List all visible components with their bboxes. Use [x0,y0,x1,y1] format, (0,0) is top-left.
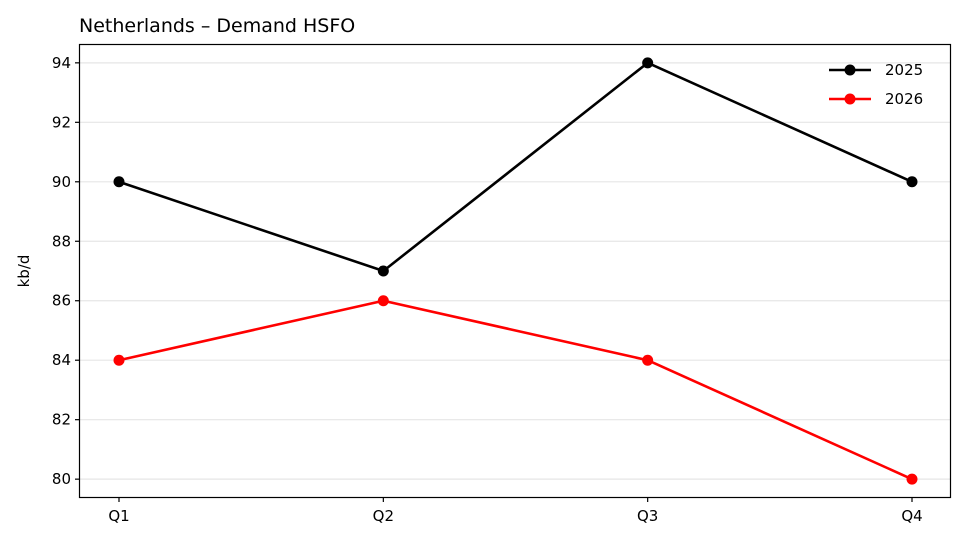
y-tick-label: 80 [52,470,71,488]
series-line-2025 [118,61,913,273]
y-tick-label: 82 [52,411,71,429]
y-tick-label: 90 [52,173,71,191]
x-tick-label: Q4 [901,507,922,525]
data-point-2026 [377,295,389,307]
data-point-2025 [642,57,654,69]
data-point-2026 [642,354,654,366]
legend-marker-2026 [844,93,856,105]
y-tick-label: 84 [52,351,71,369]
x-axis-ticks: Q1 Q2 Q3 Q4 [108,497,923,525]
y-tick-label: 86 [52,292,71,310]
legend-marker-2025 [844,64,856,76]
data-point-2025 [113,176,125,188]
grid-lines [80,62,950,480]
legend: 2025 2026 [829,61,923,108]
chart-title: Netherlands – Demand HSFO [79,15,355,37]
y-tick-label: 94 [52,54,71,72]
x-tick-label: Q2 [373,507,394,525]
y-tick-label: 92 [52,113,71,131]
x-tick-label: Q1 [108,507,129,525]
y-axis-label: kb/d [15,255,33,288]
data-point-2025 [906,176,918,188]
data-point-2026 [113,354,125,366]
legend-label-2026: 2026 [885,90,923,108]
data-point-2025 [377,265,389,277]
y-tick-label: 88 [52,232,71,250]
series-layer [113,57,918,485]
series-line-2026 [118,299,913,481]
plot-frame [78,43,952,499]
data-point-2026 [906,473,918,485]
y-axis-ticks: 80 82 84 86 88 90 92 94 [52,54,80,488]
x-tick-label: Q3 [637,507,658,525]
legend-label-2025: 2025 [885,61,923,79]
